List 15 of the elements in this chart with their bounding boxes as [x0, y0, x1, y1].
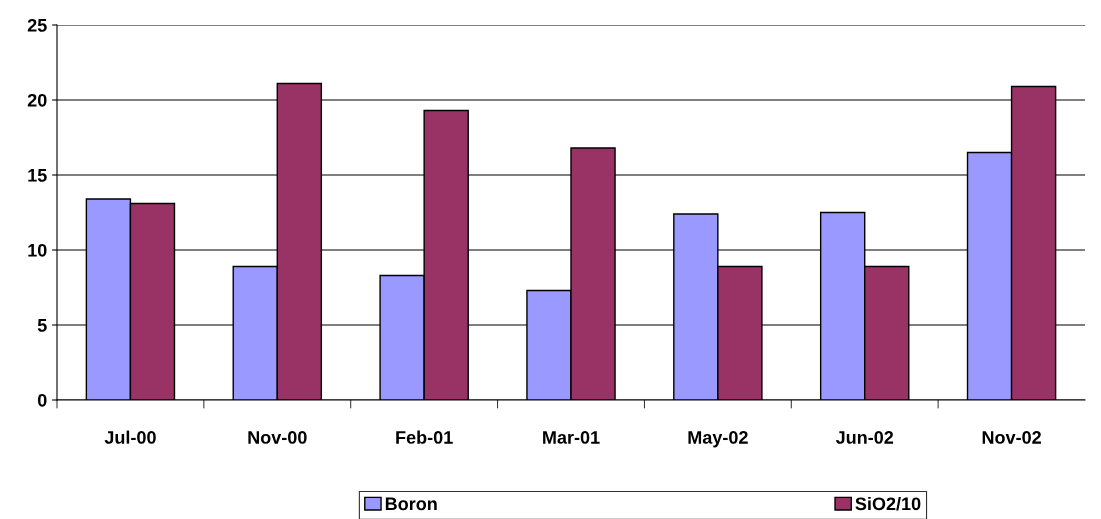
y-tick-label: 15	[28, 169, 47, 182]
x-tick-label: Mar-01	[543, 431, 600, 444]
y-tick-label: 5	[37, 319, 47, 332]
x-tick-label: Nov-00	[248, 431, 307, 444]
y-tick-label: 20	[27, 93, 47, 107]
y-tick-label: 10	[28, 243, 47, 257]
y-tick-label: 0	[37, 393, 47, 407]
legend-label: Boron	[385, 497, 437, 511]
y-tick-label: 25	[27, 18, 47, 32]
x-tick-label: Jul-00	[104, 430, 156, 444]
x-tick-label: May-02	[688, 431, 748, 448]
x-tick-label: Feb-01	[396, 430, 453, 444]
legend-label: SiO2/10	[855, 496, 921, 511]
x-tick-label: Jun-02	[835, 431, 894, 444]
x-tick-label: Nov-02	[982, 431, 1041, 444]
